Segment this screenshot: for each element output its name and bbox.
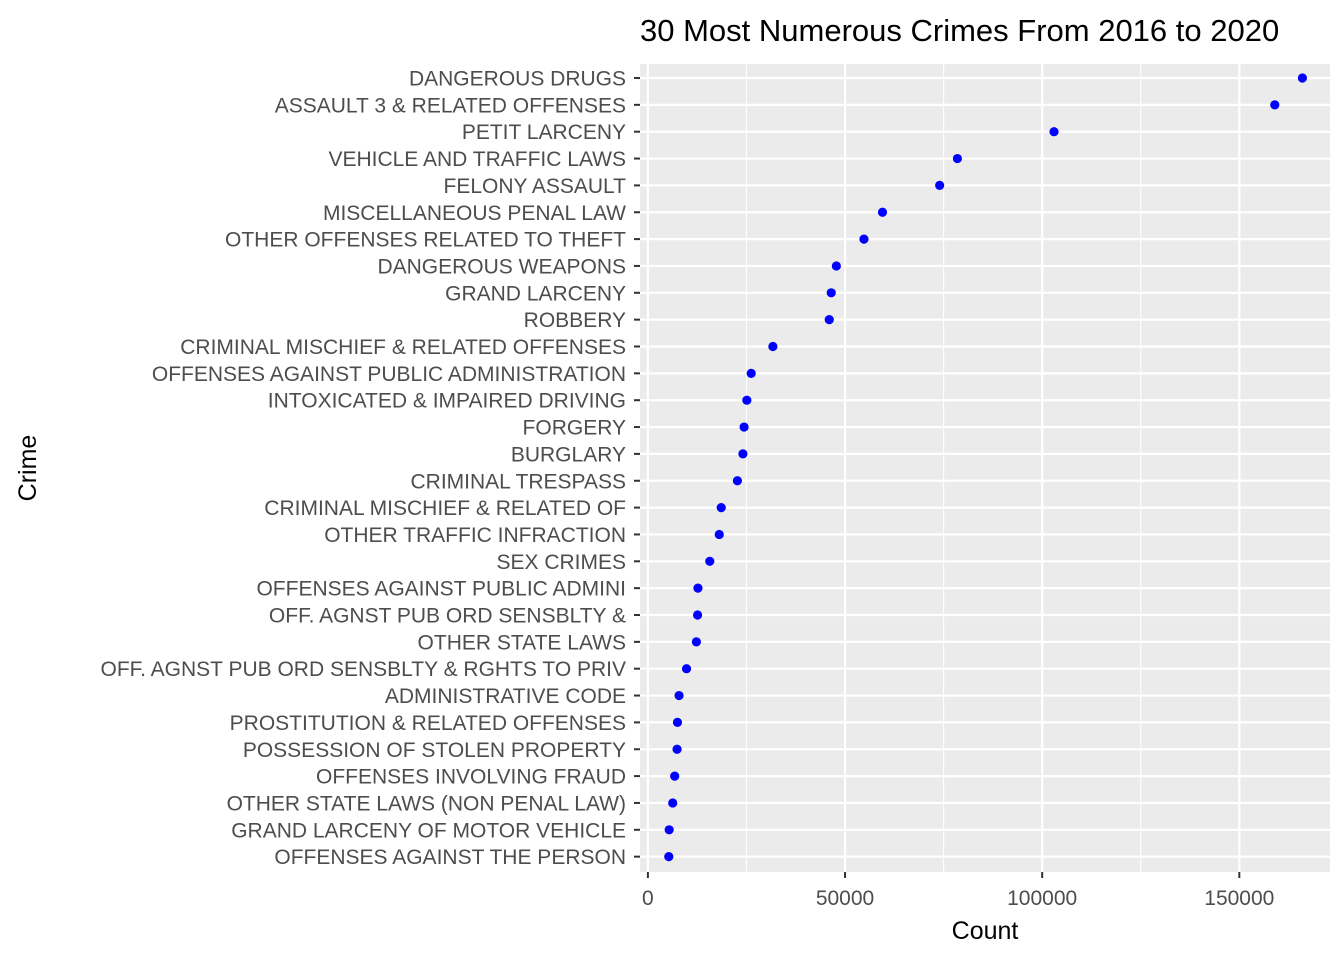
y-tick-label: DANGEROUS DRUGS [409, 68, 626, 91]
data-point [691, 637, 701, 647]
data-point [668, 798, 678, 808]
data-point [877, 207, 888, 217]
x-axis-title: Count [952, 917, 1019, 945]
y-tick-label: CRIMINAL TRESPASS [411, 470, 627, 493]
y-tick-label: OFFENSES AGAINST PUBLIC ADMINI [256, 578, 626, 601]
y-tick-label: OTHER STATE LAWS [418, 631, 626, 654]
y-tick-label: PROSTITUTION & RELATED OFFENSES [230, 712, 626, 735]
y-tick-label: PETIT LARCENY [462, 121, 626, 144]
y-tick-label: CRIMINAL MISCHIEF & RELATED OF [264, 497, 626, 520]
y-tick-label: GRAND LARCENY OF MOTOR VEHICLE [231, 819, 626, 842]
y-tick-label: ADMINISTRATIVE CODE [385, 685, 626, 708]
y-tick-label: CRIMINAL MISCHIEF & RELATED OFFENSES [180, 336, 626, 359]
x-tick-label: 0 [642, 887, 654, 910]
data-point [742, 395, 752, 405]
y-tick-label: OTHER TRAFFIC INFRACTION [324, 524, 626, 547]
data-point [952, 153, 963, 164]
data-point [692, 610, 703, 620]
data-point [664, 825, 674, 835]
data-point [674, 690, 684, 701]
data-point [672, 717, 683, 728]
data-point [859, 234, 869, 244]
y-tick-label: ASSAULT 3 & RELATED OFFENSES [275, 94, 626, 117]
data-point [935, 180, 945, 190]
data-point [693, 583, 703, 593]
data-point [1270, 100, 1280, 110]
y-tick-label: FELONY ASSAULT [444, 175, 627, 198]
x-axis: 0 50000 100000 150000 [642, 872, 1274, 910]
y-tick-label: OFFENSES AGAINST THE PERSON [274, 846, 626, 869]
data-point [672, 744, 682, 754]
y-tick-label: GRAND LARCENY [445, 282, 626, 305]
data-point [826, 288, 836, 298]
data-points [664, 73, 1307, 862]
data-point [664, 852, 674, 862]
y-axis: DANGEROUS DRUGS ASSAULT 3 & RELATED OFFEN… [100, 68, 640, 869]
data-point [824, 315, 834, 325]
y-tick-label: MISCELLANEOUS PENAL LAW [323, 202, 626, 225]
grid-major [640, 64, 1330, 872]
y-tick-label: OFF. AGNST PUB ORD SENSBLTY & RGHTS TO P… [100, 658, 626, 681]
y-tick-label: OFFENSES INVOLVING FRAUD [316, 766, 626, 789]
x-tick-label: 150000 [1204, 887, 1274, 910]
data-point [831, 261, 841, 271]
y-axis-title: Crime [14, 435, 42, 502]
y-tick-label: BURGLARY [511, 443, 626, 466]
data-point [705, 556, 715, 566]
data-point [746, 368, 756, 378]
x-tick-label: 50000 [816, 887, 874, 910]
y-tick-label: OTHER STATE LAWS (NON PENAL LAW) [227, 792, 626, 815]
x-tick-label: 100000 [1007, 887, 1077, 910]
y-tick-label: ROBBERY [524, 309, 626, 332]
data-point [1297, 73, 1307, 83]
data-point [714, 529, 724, 540]
data-point [670, 771, 680, 781]
y-tick-label: VEHICLE AND TRAFFIC LAWS [328, 148, 626, 171]
data-point [732, 476, 742, 486]
y-tick-label: DANGEROUS WEAPONS [377, 255, 626, 278]
grid-minor [745, 64, 1142, 872]
y-tick-label: POSSESSION OF STOLEN PROPERTY [243, 739, 626, 762]
y-tick-label: INTOXICATED & IMPAIRED DRIVING [268, 390, 626, 413]
chart-title: 30 Most Numerous Crimes From 2016 to 202… [640, 13, 1279, 48]
data-point [681, 664, 692, 674]
data-point [739, 422, 749, 432]
y-tick-label: OFFENSES AGAINST PUBLIC ADMINISTRATION [152, 363, 626, 386]
data-point [1049, 127, 1059, 137]
data-point [768, 341, 778, 352]
y-tick-label: SEX CRIMES [496, 551, 626, 574]
y-tick-label: OTHER OFFENSES RELATED TO THEFT [225, 229, 626, 252]
data-point [716, 503, 726, 513]
data-point [738, 449, 748, 459]
plot-panel [640, 64, 1330, 872]
y-tick-label: FORGERY [523, 417, 626, 440]
y-tick-label: OFF. AGNST PUB ORD SENSBLTY & [269, 605, 626, 628]
